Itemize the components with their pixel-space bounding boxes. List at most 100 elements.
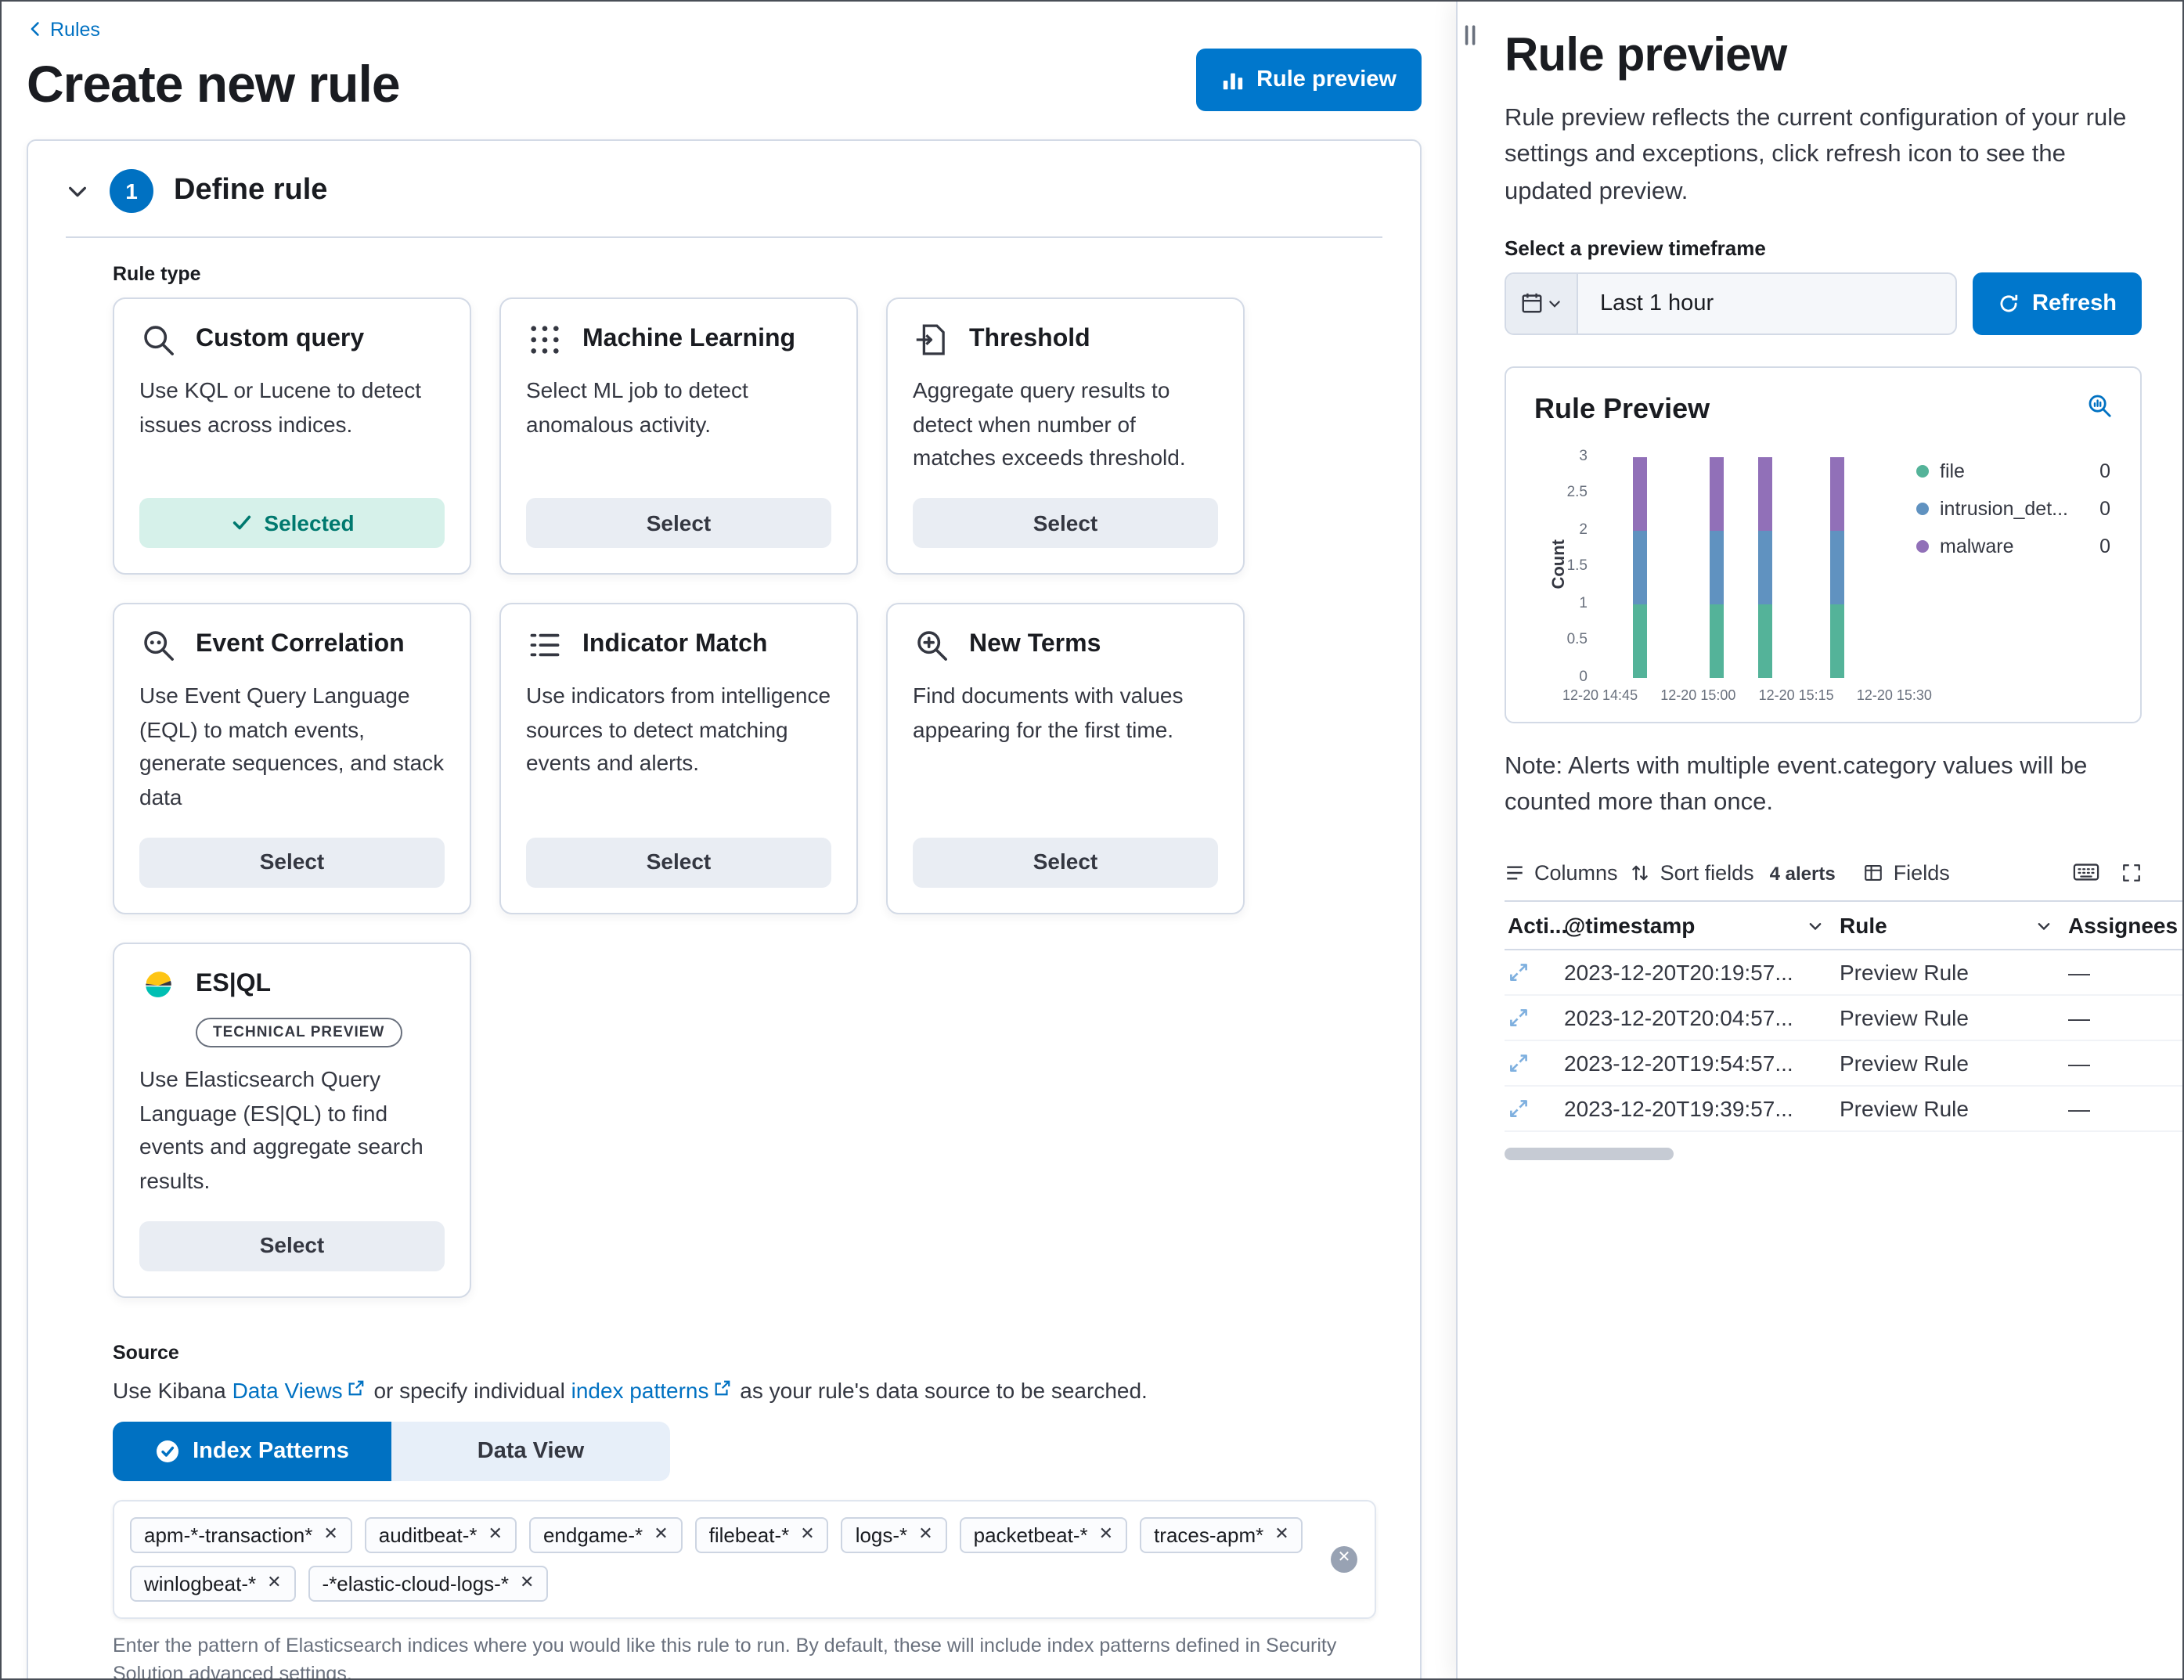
bar-segment-intrusiondet	[1633, 530, 1648, 604]
select-rule-type-button[interactable]: Selected	[139, 498, 445, 549]
select-rule-type-button[interactable]: Select	[526, 498, 831, 549]
stacked-bar[interactable]	[1830, 456, 1845, 678]
rule-preview-flyout: Rule preview Rule preview reflects the c…	[1456, 2, 2182, 1678]
alert-rule-name: Preview Rule	[1840, 1051, 1969, 1076]
alert-assignees: —	[2068, 1051, 2090, 1076]
panel-title: Rule Preview	[1534, 392, 1710, 424]
rule-type-description: Select ML job to detect anomalous activi…	[526, 377, 748, 437]
stacked-bar[interactable]	[1757, 456, 1772, 678]
rule-type-card: Event Correlation Use Event Query Langua…	[113, 603, 471, 914]
rule-type-description: Use Event Query Language (EQL) to match …	[139, 683, 445, 810]
bar-segment-intrusiondet	[1830, 530, 1845, 604]
index-patterns-toggle[interactable]: Index Patterns	[113, 1421, 391, 1481]
column-header-actions[interactable]: Acti...	[1508, 913, 1568, 939]
index-patterns-combobox[interactable]: apm-*-transaction* ✕ auditbeat-* ✕ endga…	[113, 1499, 1376, 1619]
stacked-bar[interactable]	[1709, 456, 1724, 678]
rule-type-title: Indicator Match	[582, 631, 768, 658]
remove-chip-icon[interactable]: ✕	[323, 1524, 338, 1544]
rule-type-title: Threshold	[969, 326, 1090, 352]
expand-alert-icon[interactable]	[1508, 962, 1564, 984]
remove-chip-icon[interactable]: ✕	[800, 1524, 815, 1544]
keyboard-shortcuts-icon[interactable]	[2073, 863, 2099, 884]
legend-dot	[1916, 539, 1929, 553]
index-pattern-chip: packetbeat-* ✕	[959, 1516, 1128, 1553]
y-axis-tick: 1.5	[1566, 557, 1588, 575]
remove-chip-icon[interactable]: ✕	[1098, 1524, 1114, 1544]
select-rule-type-button[interactable]: Select	[139, 837, 445, 888]
rule-type-card: ES|QL TECHNICAL PREVIEW Use Elasticsearc…	[113, 942, 471, 1298]
breadcrumb[interactable]: Rules	[27, 18, 100, 40]
sort-fields-button[interactable]: Sort fields	[1631, 862, 1754, 885]
legend-series-name[interactable]: intrusion_det...	[1940, 497, 2068, 520]
remove-chip-icon[interactable]: ✕	[654, 1524, 669, 1544]
refresh-button[interactable]: Refresh	[1973, 272, 2142, 335]
x-axis-tick-label: 12-20 15:30	[1856, 687, 1932, 703]
resize-handle-icon[interactable]	[1464, 23, 1478, 55]
alert-assignees: —	[2068, 960, 2090, 986]
legend-series-name[interactable]: malware	[1940, 535, 2014, 557]
chip-label: -*elastic-cloud-logs-*	[322, 1571, 509, 1595]
select-rule-type-button[interactable]: Select	[913, 837, 1218, 888]
rule-type-grid: Custom query Use KQL or Lucene to detect…	[113, 297, 1376, 1298]
index-patterns-link[interactable]: index patterns	[571, 1377, 709, 1403]
remove-chip-icon[interactable]: ✕	[519, 1573, 535, 1592]
threshold-icon	[913, 321, 950, 359]
column-header-timestamp[interactable]: @timestamp	[1564, 914, 1840, 939]
columns-icon	[1505, 863, 1525, 884]
data-view-toggle[interactable]: Data View	[391, 1421, 670, 1481]
x-axis-tick-label: 12-20 15:15	[1758, 687, 1834, 703]
chip-label: traces-apm*	[1154, 1523, 1264, 1547]
bar-segment-file	[1709, 604, 1724, 678]
column-header-rule[interactable]: Rule	[1840, 914, 2068, 939]
rule-preview-panel: Rule Preview Count 0 0.5 1 1.5 2 2.5 3 file 0 …	[1505, 366, 2142, 723]
remove-chip-icon[interactable]: ✕	[488, 1524, 503, 1544]
index-pattern-chip: logs-* ✕	[841, 1516, 947, 1553]
expand-alert-icon[interactable]	[1508, 1098, 1564, 1120]
rule-type-title: New Terms	[969, 631, 1101, 658]
rule-preview-button[interactable]: Rule preview	[1195, 49, 1422, 111]
flyout-description: Rule preview reflects the current config…	[1505, 105, 2127, 204]
rule-type-card: New Terms Find documents with values app…	[886, 603, 1245, 914]
bar-segment-malware	[1633, 456, 1648, 531]
flyout-title: Rule preview	[1505, 30, 1787, 81]
expand-alert-icon[interactable]	[1508, 1008, 1564, 1029]
inspect-icon[interactable]	[2087, 393, 2112, 426]
columns-button[interactable]: Columns	[1505, 862, 1618, 885]
remove-chip-icon[interactable]: ✕	[267, 1573, 282, 1592]
rule-type-description: Use indicators from intelligence sources…	[526, 683, 831, 776]
timeframe-input[interactable]	[1597, 289, 1937, 318]
bar-segment-malware	[1830, 456, 1845, 531]
chart-legend: file 0 intrusion_det... 0 malware 0	[1916, 457, 2110, 678]
bar-chart-icon	[1220, 68, 1244, 92]
rule-type-description: Use Elasticsearch Query Language (ES|QL)…	[139, 1065, 423, 1193]
y-axis-tick: 0.5	[1566, 631, 1588, 649]
legend-series-name[interactable]: file	[1940, 460, 1965, 482]
rule-type-description: Use KQL or Lucene to detect issues acros…	[139, 377, 422, 437]
fields-button[interactable]: Fields	[1864, 862, 1950, 885]
define-rule-accordion-toggle[interactable]: 1 Define rule	[66, 169, 1382, 213]
sort-icon	[1631, 863, 1651, 884]
bar-segment-file	[1757, 604, 1772, 678]
data-views-link[interactable]: Data Views	[232, 1377, 343, 1403]
chip-label: endgame-*	[542, 1523, 643, 1547]
alerts-table-header: Acti... @timestamp Rule Assignees	[1505, 900, 2182, 951]
stacked-bar[interactable]	[1633, 456, 1648, 678]
select-rule-type-button[interactable]: Select	[139, 1220, 445, 1271]
remove-chip-icon[interactable]: ✕	[1274, 1524, 1289, 1544]
scrollbar-thumb[interactable]	[1505, 1148, 1674, 1161]
preview-histogram: Count 0 0.5 1 1.5 2 2.5 3 file 0 intrusion_det…	[1534, 448, 2112, 686]
column-header-assignees[interactable]: Assignees	[2068, 913, 2179, 939]
clear-all-icon[interactable]: ✕	[1331, 1545, 1357, 1573]
alert-timestamp: 2023-12-20T20:19:57...	[1564, 960, 1793, 986]
select-rule-type-button[interactable]: Select	[526, 837, 831, 888]
quick-select-button[interactable]	[1506, 273, 1578, 333]
chip-label: winlogbeat-*	[144, 1571, 257, 1595]
remove-chip-icon[interactable]: ✕	[918, 1524, 933, 1544]
select-rule-type-button[interactable]: Select	[913, 498, 1218, 549]
rule-type-title: Event Correlation	[196, 631, 405, 658]
fullscreen-icon[interactable]	[2121, 863, 2142, 884]
eql-icon	[139, 626, 177, 664]
expand-alert-icon[interactable]	[1508, 1053, 1564, 1075]
rule-type-title: Custom query	[196, 326, 365, 352]
